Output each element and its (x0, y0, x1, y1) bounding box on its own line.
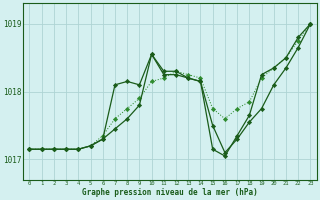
X-axis label: Graphe pression niveau de la mer (hPa): Graphe pression niveau de la mer (hPa) (82, 188, 258, 197)
